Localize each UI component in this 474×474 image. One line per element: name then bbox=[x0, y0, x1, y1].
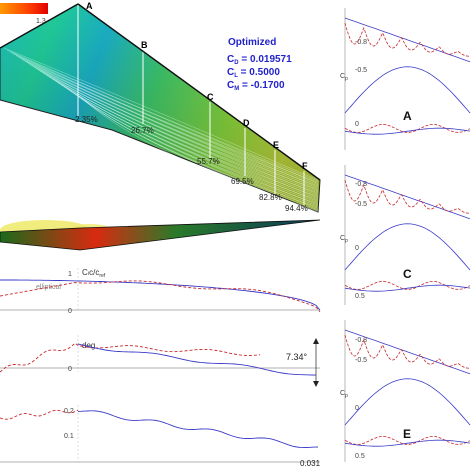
cp-upper-blue bbox=[344, 174, 471, 220]
cp-e-ytick-4: 0.5 bbox=[355, 453, 365, 460]
wing-contour-line bbox=[84, 99, 319, 213]
wing-contour-lines bbox=[3, 47, 319, 213]
twist-ytick-0: 0 bbox=[68, 366, 72, 373]
percent-label-b: 26.7% bbox=[131, 126, 154, 135]
twist-annotation: 7.34° bbox=[286, 352, 308, 362]
lift-distribution-plot: 1 0 Cₗc/cref elliptical bbox=[0, 268, 321, 315]
cp-c-ytick-4: 0.5 bbox=[355, 293, 365, 300]
cp-arc-blue bbox=[344, 223, 471, 271]
wing-contour-line bbox=[57, 82, 319, 202]
cp-lower-blue bbox=[344, 439, 471, 447]
coef-cd: CD = 0.019571 bbox=[227, 54, 292, 66]
twist-plot: 0 deg 7.34° bbox=[0, 335, 320, 387]
cp-arc-blue bbox=[344, 66, 471, 114]
twist-curve-red bbox=[0, 342, 261, 373]
wing-contour-line bbox=[3, 47, 319, 181]
section-label-e: E bbox=[273, 140, 279, 150]
cp-e-ytick-3: 0 bbox=[355, 405, 359, 412]
lift-elliptical-curve bbox=[0, 279, 321, 311]
percent-label-a: 2.35% bbox=[75, 115, 98, 124]
cp-c-ytick-3: 0 bbox=[355, 245, 359, 252]
cp-lower-blue bbox=[344, 127, 471, 135]
percent-label-d: 69.5% bbox=[231, 177, 254, 186]
tc-annotation: 0.031 bbox=[300, 459, 321, 468]
wing-contour-line bbox=[30, 65, 319, 191]
percent-label-c: 55.7% bbox=[197, 157, 220, 166]
cp-plot-section-c: -0.8 -0.5 0 0.5 Cp C bbox=[340, 165, 412, 305]
twist-ylabel: deg bbox=[82, 341, 95, 350]
wing-contour-line bbox=[9, 51, 319, 183]
lift-ytick-1: 1 bbox=[68, 271, 72, 278]
cp-upper-blue bbox=[344, 17, 471, 63]
cp-e-section-label: E bbox=[403, 427, 411, 441]
cp-c-section-label: C bbox=[403, 267, 412, 281]
cp-a-section-label: A bbox=[403, 109, 412, 123]
cp-c-ytick-2: -0.5 bbox=[355, 201, 367, 208]
section-label-a: A bbox=[86, 1, 93, 11]
cp-c-ytick-1: -0.8 bbox=[355, 181, 367, 188]
wing-contour-line bbox=[24, 61, 319, 189]
wing-contour-line bbox=[18, 57, 319, 187]
cp-arc-blue bbox=[344, 378, 471, 426]
wing-contour-line bbox=[21, 59, 319, 188]
cp-c-ylabel: Cp bbox=[340, 235, 348, 244]
wing-contour-line bbox=[81, 97, 319, 212]
cp-a-ytick-2: -0.5 bbox=[355, 67, 367, 74]
wing-planform bbox=[0, 3, 321, 213]
coef-cm: CM = -0.1700 bbox=[227, 80, 285, 92]
lift-ylabel: Cₗc/cref bbox=[82, 268, 106, 279]
section-label-c: C bbox=[207, 92, 214, 102]
tc-ytick-0.2: 0.2 bbox=[64, 408, 74, 415]
wing-contour-line bbox=[15, 55, 319, 185]
wing-contour-line bbox=[33, 67, 319, 193]
cp-plot-section-a: -0.8 -0.5 0 Cp A bbox=[340, 8, 412, 150]
wing-contour-line bbox=[66, 88, 319, 206]
cp-e-ylabel: Cp bbox=[340, 390, 348, 399]
cp-a-ytick-1: -0.8 bbox=[355, 39, 367, 46]
wing-contour-line bbox=[6, 49, 319, 182]
section-label-d: D bbox=[243, 118, 250, 128]
wing-contour-line bbox=[42, 72, 319, 196]
cp-lower-red bbox=[344, 123, 471, 133]
thickness-plot: 0.2 0.1 0.031 bbox=[0, 405, 321, 468]
percent-label-f: 94.4% bbox=[285, 204, 308, 213]
wing-title: Optimized bbox=[228, 37, 276, 48]
cp-a-ytick-3: 0 bbox=[355, 121, 359, 128]
lift-ytick-0: 0 bbox=[68, 308, 72, 315]
section-label-b: B bbox=[141, 40, 148, 50]
cp-lower-red bbox=[344, 280, 471, 290]
cp-e-ytick-2: -0.5 bbox=[355, 357, 367, 364]
cp-curves bbox=[344, 17, 471, 447]
wing-contour-line bbox=[12, 53, 319, 184]
wing-contour-line bbox=[36, 68, 319, 194]
cp-lower-blue bbox=[344, 284, 471, 292]
cp-upper-blue bbox=[344, 329, 471, 375]
tc-curve-red bbox=[0, 409, 79, 420]
cp-lower-red bbox=[344, 435, 471, 445]
wing-section-lines bbox=[77, 4, 305, 205]
lift-legend-elliptical: elliptical bbox=[36, 284, 61, 291]
colorbar-max-label: 1.3 bbox=[36, 18, 46, 25]
tc-curve-blue bbox=[77, 410, 319, 449]
twist-curve-blue bbox=[77, 343, 317, 376]
cp-e-ytick-1: -0.8 bbox=[355, 337, 367, 344]
lift-optimized-curve bbox=[0, 280, 321, 313]
wing-contour-line bbox=[39, 70, 319, 195]
colorbar: 1.3 bbox=[0, 3, 48, 25]
coef-cl: CL = 0.5000 bbox=[227, 67, 280, 79]
cp-plot-section-e: -0.8 -0.5 0 0.5 Cp E bbox=[340, 320, 411, 462]
tc-ytick-0.1: 0.1 bbox=[64, 433, 74, 440]
wing-side-view bbox=[0, 219, 321, 251]
section-label-f: F bbox=[302, 161, 308, 171]
wing-contour-line bbox=[27, 63, 319, 190]
cp-a-ylabel: Cp bbox=[340, 73, 348, 82]
percent-label-e: 82.8% bbox=[259, 193, 282, 202]
wing-contour-line bbox=[48, 76, 319, 199]
